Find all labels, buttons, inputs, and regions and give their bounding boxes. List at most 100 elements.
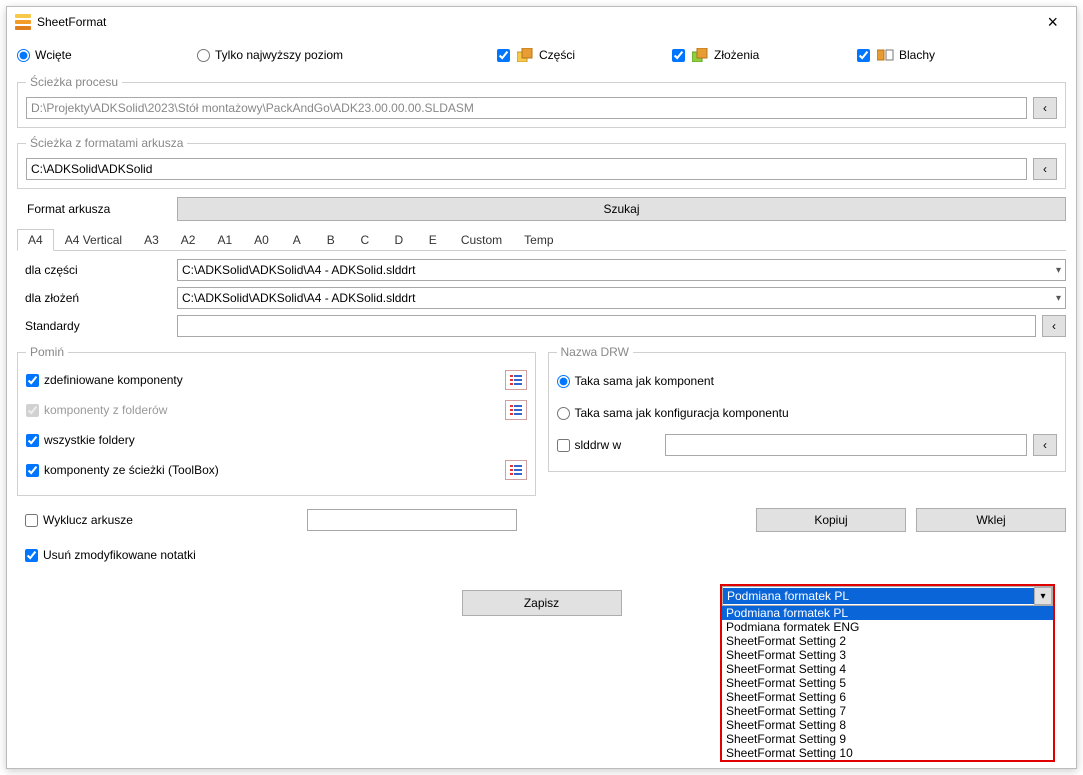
- group-format-path: Ścieżka z formatami arkusza ‹: [17, 136, 1066, 189]
- check-slddrw[interactable]: [557, 439, 570, 452]
- check-toolbox[interactable]: [26, 464, 39, 477]
- check-slddrw-label: slddrw w: [575, 438, 665, 452]
- tab-c[interactable]: C: [348, 229, 382, 251]
- option-toponly-label: Tylko najwyższy poziom: [215, 48, 343, 62]
- chevron-left-icon: ‹: [1052, 319, 1056, 333]
- chevron-down-icon[interactable]: ▾: [1034, 587, 1052, 605]
- slddrw-field[interactable]: [665, 434, 1028, 456]
- chevron-left-icon: ‹: [1043, 438, 1047, 452]
- tab-a4[interactable]: A4: [17, 229, 54, 251]
- paste-button[interactable]: Wklej: [916, 508, 1066, 532]
- settings-combo-option[interactable]: SheetFormat Setting 6: [722, 690, 1053, 704]
- group-drw-name-legend: Nazwa DRW: [557, 345, 633, 359]
- tab-a[interactable]: A: [280, 229, 314, 251]
- format-sheet-label: Format arkusza: [17, 202, 177, 216]
- standards-browse-button[interactable]: ‹: [1042, 315, 1066, 337]
- settings-combo-list[interactable]: Podmiana formatek PLPodmiana formatek EN…: [722, 606, 1053, 760]
- for-parts-label: dla części: [17, 263, 177, 277]
- toolbox-list-button[interactable]: [505, 460, 527, 480]
- tab-b[interactable]: B: [314, 229, 348, 251]
- process-path-field: [26, 97, 1027, 119]
- settings-combo-option[interactable]: SheetFormat Setting 2: [722, 634, 1053, 648]
- titlebar: SheetFormat ×: [7, 7, 1076, 37]
- settings-combo-option[interactable]: SheetFormat Setting 3: [722, 648, 1053, 662]
- settings-combo-option[interactable]: SheetFormat Setting 9: [722, 732, 1053, 746]
- check-all-folders[interactable]: [26, 434, 39, 447]
- format-path-field[interactable]: [26, 158, 1027, 180]
- list-icon: [509, 374, 523, 386]
- check-delete-notes-label: Usuń zmodyfikowane notatki: [43, 548, 196, 562]
- close-icon[interactable]: ×: [1037, 10, 1068, 35]
- search-button[interactable]: Szukaj: [177, 197, 1066, 221]
- tab-d[interactable]: D: [382, 229, 416, 251]
- option-nested[interactable]: [17, 49, 30, 62]
- tab-a1[interactable]: A1: [206, 229, 243, 251]
- chevron-down-icon: ▾: [1056, 293, 1061, 304]
- sheetmetal-icon: [877, 48, 895, 62]
- group-skip-legend: Pomiń: [26, 345, 68, 359]
- check-sheetmetal-label: Blachy: [899, 48, 935, 62]
- for-asm-label: dla złożeń: [17, 291, 177, 305]
- assemblies-icon: [692, 48, 710, 62]
- for-asm-value: C:\ADKSolid\ADKSolid\A4 - ADKSolid.slddr…: [182, 291, 415, 305]
- settings-combo-option[interactable]: SheetFormat Setting 7: [722, 704, 1053, 718]
- tab-a4-vertical[interactable]: A4 Vertical: [54, 229, 133, 251]
- radio-same-config[interactable]: [557, 407, 570, 420]
- process-path-browse-button[interactable]: ‹: [1033, 97, 1057, 119]
- tab-temp[interactable]: Temp: [513, 229, 564, 251]
- settings-combo-open[interactable]: Podmiana formatek PL ▾ Podmiana formatek…: [720, 584, 1055, 762]
- check-components-folders-label: komponenty z folderów: [44, 403, 167, 417]
- format-sheet-row: Format arkusza Szukaj: [17, 197, 1066, 221]
- standards-field[interactable]: [177, 315, 1036, 337]
- group-drw-name: Nazwa DRW Taka sama jak komponent Taka s…: [548, 345, 1067, 472]
- check-defined-components[interactable]: [26, 374, 39, 387]
- for-parts-select[interactable]: C:\ADKSolid\ADKSolid\A4 - ADKSolid.slddr…: [177, 259, 1066, 281]
- check-assemblies[interactable]: [672, 49, 685, 62]
- radio-same-component-label: Taka sama jak komponent: [575, 374, 714, 388]
- tabs: A4A4 VerticalA3A2A1A0ABCDECustomTemp: [17, 229, 1066, 251]
- sheetformat-window: SheetFormat × Wcięte Tylko najwyższy poz…: [6, 6, 1077, 769]
- top-options-row: Wcięte Tylko najwyższy poziom Części Zło…: [17, 41, 1066, 69]
- settings-combo-option[interactable]: Podmiana formatek PL: [722, 606, 1053, 620]
- for-parts-value: C:\ADKSolid\ADKSolid\A4 - ADKSolid.slddr…: [182, 263, 415, 277]
- window-title: SheetFormat: [37, 15, 106, 29]
- tab-a3[interactable]: A3: [133, 229, 170, 251]
- two-columns: Pomiń zdefiniowane komponenty komponenty…: [17, 343, 1066, 504]
- settings-combo-option[interactable]: Podmiana formatek ENG: [722, 620, 1053, 634]
- slddrw-browse-button[interactable]: ‹: [1033, 434, 1057, 456]
- components-folders-list-button[interactable]: [505, 400, 527, 420]
- check-toolbox-label: komponenty ze ścieżki (ToolBox): [44, 463, 219, 477]
- format-path-browse-button[interactable]: ‹: [1033, 158, 1057, 180]
- settings-combo-selected: Podmiana formatek PL: [723, 588, 1034, 604]
- option-toponly[interactable]: [197, 49, 210, 62]
- tab-a2[interactable]: A2: [170, 229, 207, 251]
- save-button[interactable]: Zapisz: [462, 590, 622, 616]
- group-process-path: Ścieżka procesu ‹: [17, 75, 1066, 128]
- defined-components-list-button[interactable]: [505, 370, 527, 390]
- check-exclude-sheets[interactable]: [25, 514, 38, 527]
- content-area: Wcięte Tylko najwyższy poziom Części Zło…: [7, 37, 1076, 626]
- radio-same-component[interactable]: [557, 375, 570, 388]
- check-all-folders-label: wszystkie foldery: [44, 433, 135, 447]
- settings-combo-option[interactable]: SheetFormat Setting 5: [722, 676, 1053, 690]
- check-sheetmetal[interactable]: [857, 49, 870, 62]
- tab-e[interactable]: E: [416, 229, 450, 251]
- for-asm-select[interactable]: C:\ADKSolid\ADKSolid\A4 - ADKSolid.slddr…: [177, 287, 1066, 309]
- tab-custom[interactable]: Custom: [450, 229, 513, 251]
- copy-button[interactable]: Kopiuj: [756, 508, 906, 532]
- exclude-sheets-field[interactable]: [307, 509, 517, 531]
- option-nested-label: Wcięte: [35, 48, 72, 62]
- settings-combo-option[interactable]: SheetFormat Setting 8: [722, 718, 1053, 732]
- settings-combo-option[interactable]: SheetFormat Setting 10: [722, 746, 1053, 760]
- check-exclude-sheets-label: Wyklucz arkusze: [43, 513, 133, 527]
- tab-body: dla części C:\ADKSolid\ADKSolid\A4 - ADK…: [17, 251, 1066, 337]
- check-components-folders: [26, 404, 39, 417]
- tab-a0[interactable]: A0: [243, 229, 280, 251]
- group-skip: Pomiń zdefiniowane komponenty komponenty…: [17, 345, 536, 496]
- check-delete-notes[interactable]: [25, 549, 38, 562]
- settings-combo-head[interactable]: Podmiana formatek PL ▾: [722, 586, 1053, 606]
- check-parts[interactable]: [497, 49, 510, 62]
- app-logo-icon: [15, 14, 31, 30]
- chevron-down-icon: ▾: [1056, 265, 1061, 276]
- settings-combo-option[interactable]: SheetFormat Setting 4: [722, 662, 1053, 676]
